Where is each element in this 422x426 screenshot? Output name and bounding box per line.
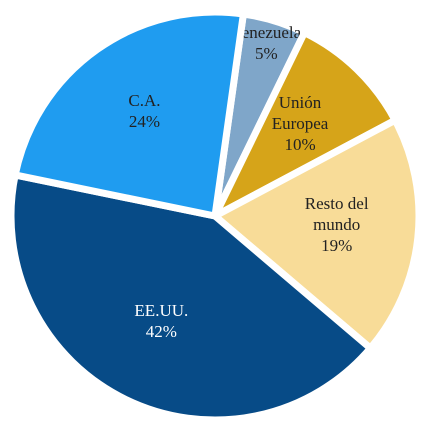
category-label: C.A. bbox=[128, 91, 160, 110]
pie-slice bbox=[7, 170, 376, 424]
category-label: EE.UU. bbox=[134, 301, 188, 320]
label-line: Europea bbox=[272, 114, 329, 133]
label-line: Venezuela bbox=[231, 23, 301, 42]
value-label: 19% bbox=[321, 236, 352, 255]
value-label: 10% bbox=[284, 135, 315, 154]
label-line: Unión bbox=[279, 93, 322, 112]
value-label: 24% bbox=[129, 112, 160, 131]
category-label: Unión Europea bbox=[272, 93, 329, 133]
value-label: 5% bbox=[255, 44, 278, 63]
label-line: Resto del bbox=[305, 194, 369, 213]
label-line: C.A. bbox=[128, 91, 160, 110]
category-label: Venezuela bbox=[231, 23, 301, 42]
pie-slice bbox=[207, 27, 400, 225]
category-label: Resto del mundo bbox=[305, 194, 369, 234]
label-line: mundo bbox=[313, 215, 360, 234]
value-label: 42% bbox=[146, 322, 177, 341]
label-line: EE.UU. bbox=[134, 301, 188, 320]
pie-slice bbox=[11, 8, 248, 221]
pie-slice bbox=[208, 115, 422, 354]
